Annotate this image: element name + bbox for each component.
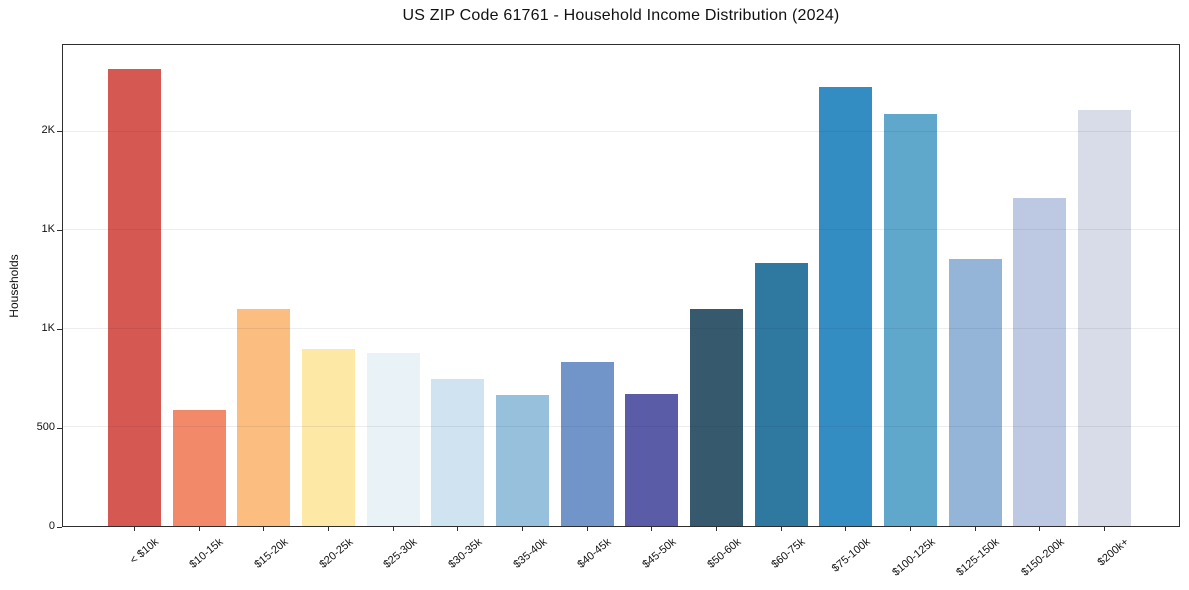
x-axis-tick-label: $20-25k — [317, 536, 356, 571]
y-axis-tick — [57, 131, 62, 133]
gridline — [63, 229, 1179, 231]
x-axis-tick-label: $10-15k — [187, 536, 226, 571]
y-axis-tick-label: 2K — [41, 124, 55, 137]
y-axis-tick-label: 0 — [48, 520, 55, 532]
x-axis-tick — [1104, 526, 1105, 531]
y-axis-tick-label: 1K — [41, 322, 55, 335]
x-axis-tick-label: $100-125k — [889, 536, 938, 579]
y-axis-label: Households — [7, 254, 21, 318]
bar-35-40k — [496, 394, 549, 526]
x-axis-tick — [134, 526, 135, 531]
x-axis-tick — [716, 526, 717, 531]
x-axis-tick-label: $50-60k — [705, 536, 744, 571]
y-axis-tick — [57, 230, 62, 232]
x-axis-tick-label: $150-200k — [1019, 536, 1067, 579]
bar-10k — [108, 68, 161, 526]
x-axis-tick — [974, 526, 976, 531]
gridline — [63, 130, 1179, 132]
bar-20-25k — [302, 348, 355, 526]
bar-125-150k — [948, 259, 1002, 526]
x-axis-tick — [198, 526, 200, 531]
bar-50-60k — [690, 309, 743, 526]
bar-45-50k — [625, 393, 679, 526]
gridline — [63, 327, 1179, 329]
bar-40-45k — [560, 361, 614, 526]
bar-25-30k — [366, 352, 420, 526]
x-axis-tick-label: $35-40k — [511, 536, 550, 571]
x-axis-tick-label: $200k+ — [1095, 536, 1132, 569]
x-axis-tick-label: $125-150k — [954, 536, 1002, 579]
x-axis-tick — [845, 526, 847, 531]
x-axis-tick — [457, 526, 459, 531]
x-axis-tick-label: $40-45k — [575, 536, 614, 571]
gridline — [63, 426, 1179, 428]
x-axis-tick-label: $75-100k — [829, 536, 873, 575]
chart-title: US ZIP Code 61761 - Household Income Dis… — [402, 7, 840, 24]
bar-60-75k — [754, 263, 808, 526]
x-axis-tick-label: $45-50k — [640, 536, 679, 571]
x-axis-tick-label: $30-35k — [446, 536, 485, 571]
x-axis-tick — [392, 526, 394, 531]
x-axis-tick-label: $25-30k — [381, 536, 420, 571]
y-axis-tick — [57, 527, 62, 528]
plot-area — [62, 44, 1180, 531]
y-axis-tick — [57, 329, 62, 331]
bar-15-20k — [237, 309, 291, 526]
bar-75-100k — [819, 87, 873, 526]
x-axis-tick — [263, 526, 265, 531]
y-axis-tick-label: 500 — [36, 421, 55, 434]
bar-100-125k — [884, 113, 937, 526]
x-axis-tick — [651, 526, 653, 531]
y-axis-tick-label: 1K — [41, 223, 55, 236]
x-axis-tick — [328, 526, 329, 531]
bar-200k — [1078, 109, 1131, 526]
x-axis-tick-label: $60-75k — [769, 536, 808, 571]
bar-30-35k — [431, 379, 485, 526]
x-axis-tick — [1039, 526, 1041, 531]
x-axis-tick-label: $15-20k — [252, 536, 291, 571]
x-axis-tick — [780, 526, 782, 531]
x-axis-tick-label: < $10k — [127, 536, 162, 567]
x-axis-tick — [910, 526, 911, 531]
x-axis-tick — [586, 526, 588, 531]
y-axis-tick — [57, 428, 62, 430]
x-axis-tick — [522, 526, 523, 531]
bar-150-200k — [1013, 197, 1067, 526]
bar-10-15k — [172, 409, 226, 526]
